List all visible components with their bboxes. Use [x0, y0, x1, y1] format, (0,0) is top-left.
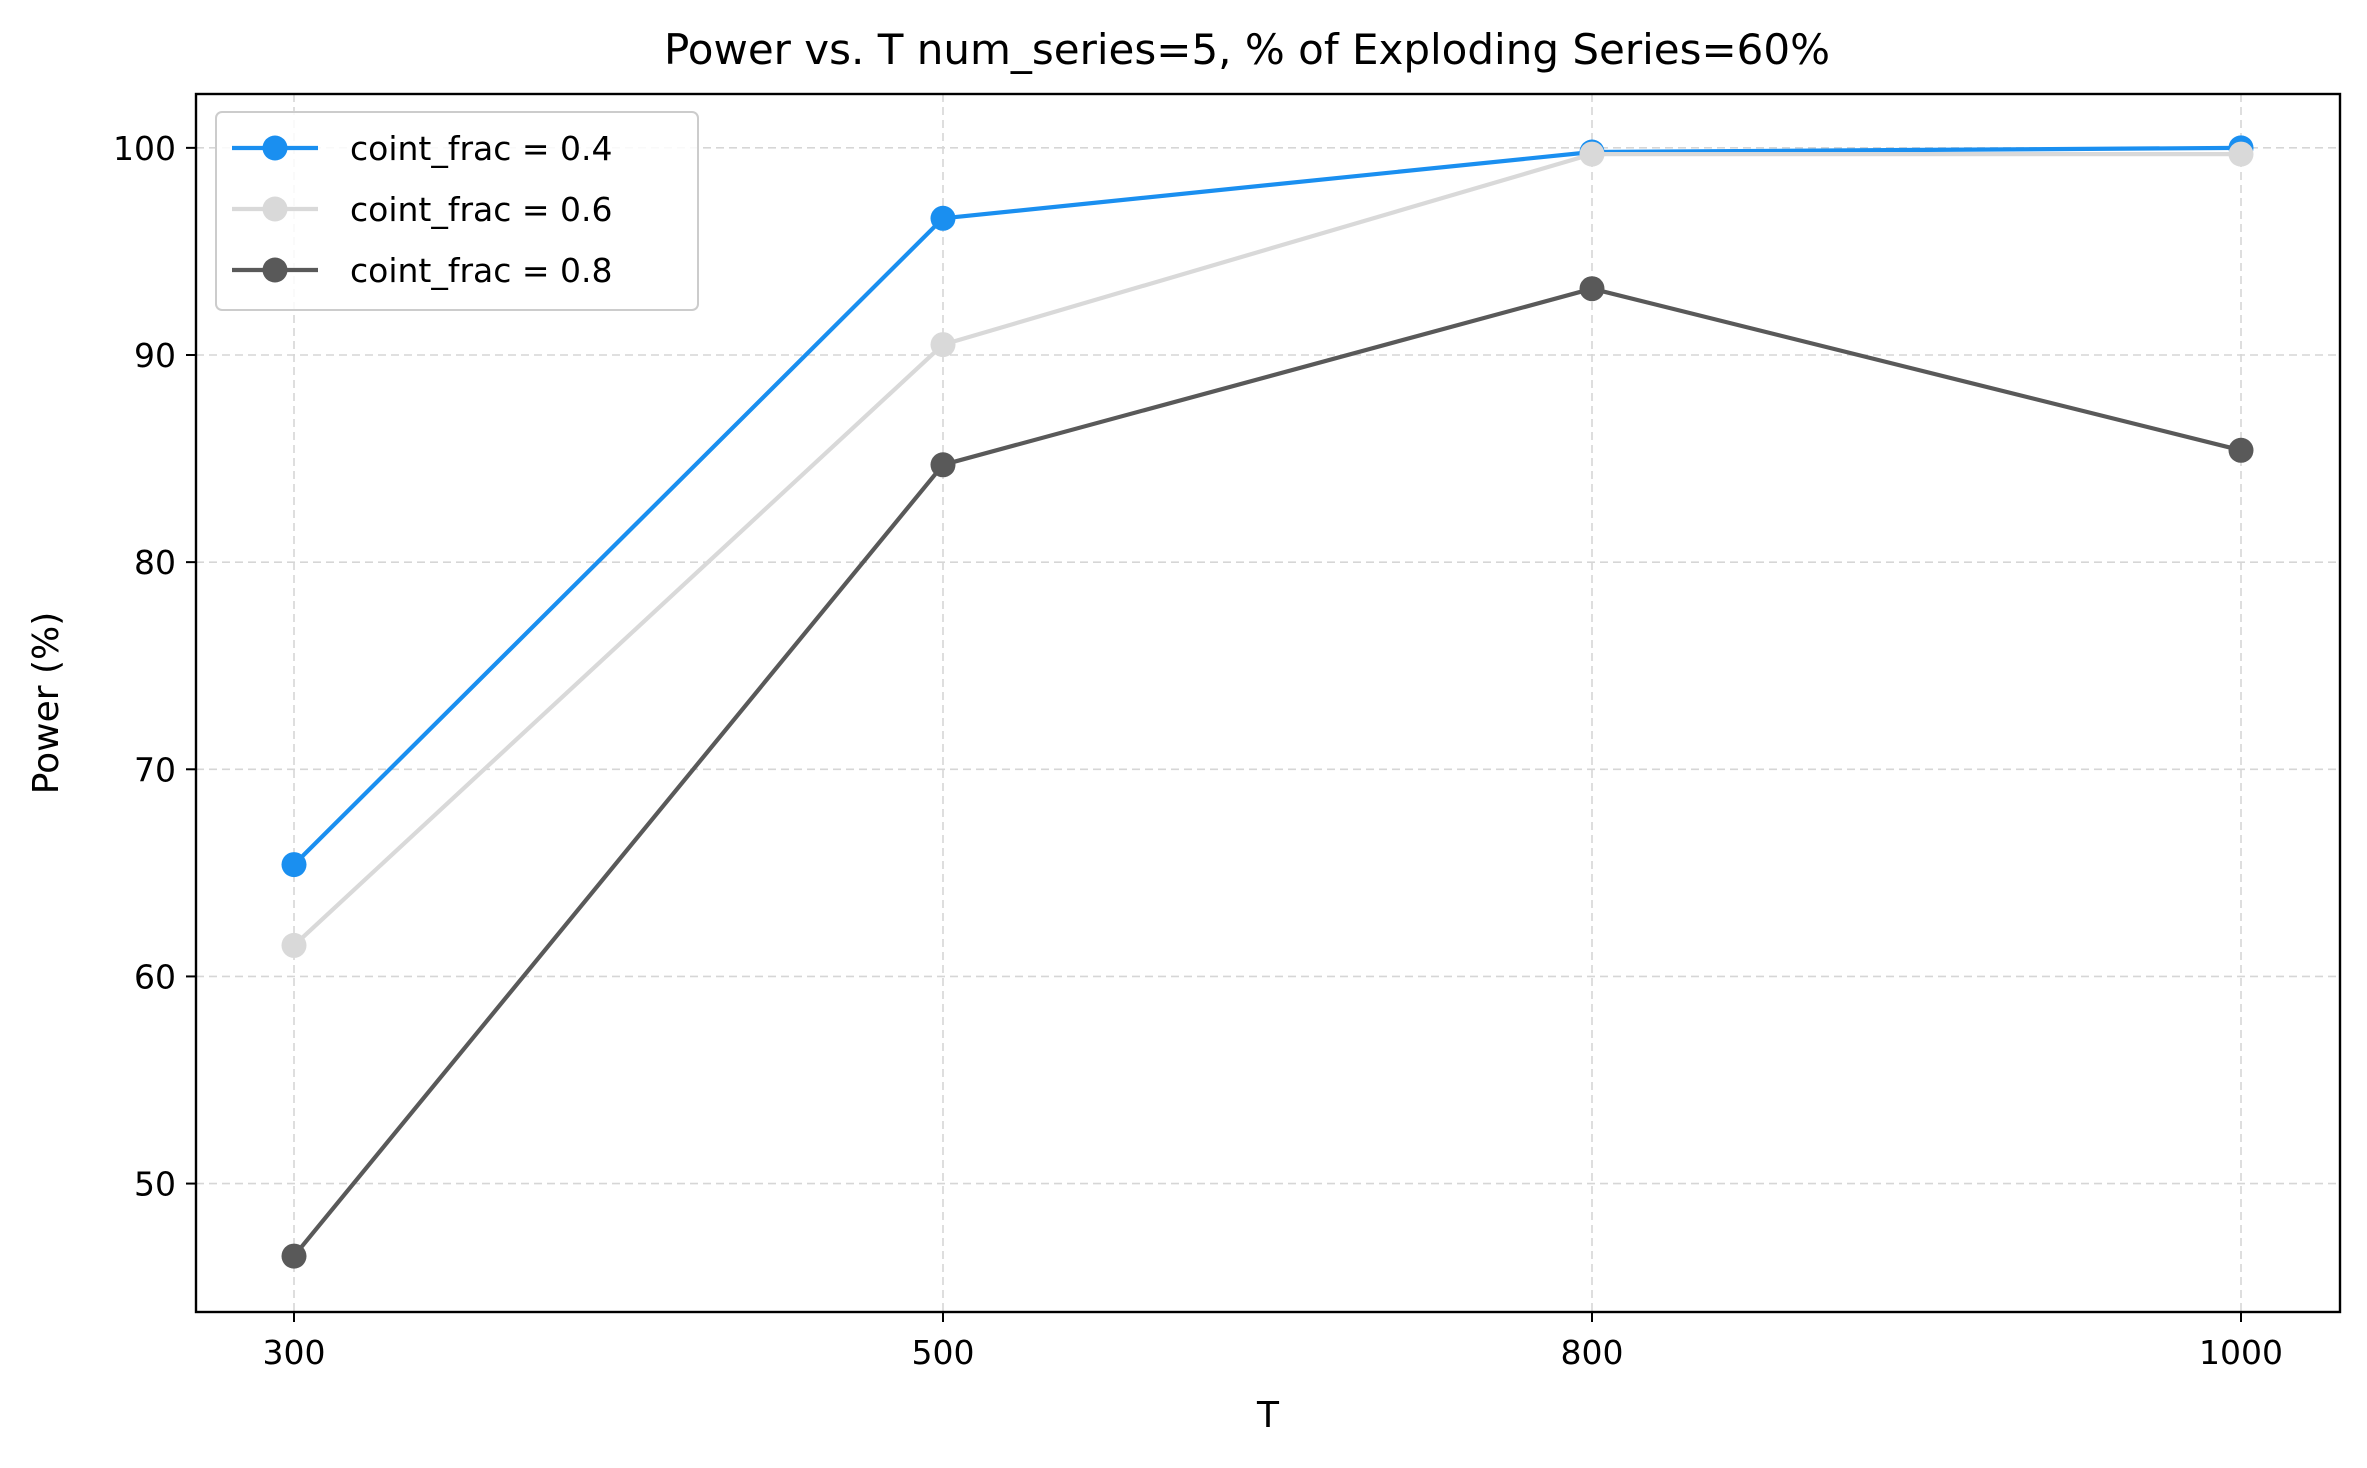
- chart-title: Power vs. T num_series=5, % of Exploding…: [664, 25, 1830, 74]
- legend-box: [215, 111, 699, 311]
- x-tick-label: 800: [1561, 1333, 1624, 1372]
- x-tick-label: 500: [912, 1333, 975, 1372]
- data-point: [281, 852, 307, 878]
- axes: 300 500 800 1000 50 60 70 80 90 100: [113, 129, 2283, 1372]
- y-tick-label: 50: [134, 1165, 176, 1204]
- data-point: [930, 205, 956, 231]
- legend-label: coint_frac = 0.8: [350, 251, 613, 290]
- legend-marker: [262, 196, 288, 222]
- y-tick-label: 60: [134, 957, 176, 996]
- data-point: [281, 932, 307, 958]
- x-axis-label: T: [1256, 1395, 1280, 1436]
- series-group: [281, 135, 2254, 1269]
- legend-label: coint_frac = 0.6: [350, 190, 613, 229]
- data-point: [930, 452, 956, 478]
- series-line: [292, 152, 2241, 947]
- y-tick-label: 90: [134, 336, 176, 375]
- series-2: [281, 141, 2254, 958]
- series-line: [292, 286, 2242, 1258]
- y-tick-label: 70: [134, 750, 176, 789]
- legend: coint_frac = 0.4 coint_frac = 0.6 coint_fr…: [215, 111, 699, 311]
- legend-marker: [262, 257, 288, 283]
- x-tick-label: 300: [263, 1333, 326, 1372]
- y-tick-label: 80: [134, 543, 176, 582]
- y-tick-label: 100: [113, 129, 176, 168]
- data-point: [281, 1243, 307, 1269]
- y-axis-label: Power (%): [26, 612, 67, 795]
- plot-frame: [194, 92, 2342, 1314]
- x-tick-label: 1000: [2199, 1333, 2283, 1372]
- series-line: [292, 145, 2242, 867]
- data-point: [2228, 437, 2254, 463]
- series-3: [281, 276, 2254, 1269]
- data-point: [2228, 141, 2254, 167]
- legend-label: coint_frac = 0.4: [350, 129, 613, 168]
- data-point: [930, 332, 956, 358]
- data-point: [1579, 141, 1605, 167]
- legend-marker: [262, 135, 288, 161]
- data-point: [1579, 276, 1605, 302]
